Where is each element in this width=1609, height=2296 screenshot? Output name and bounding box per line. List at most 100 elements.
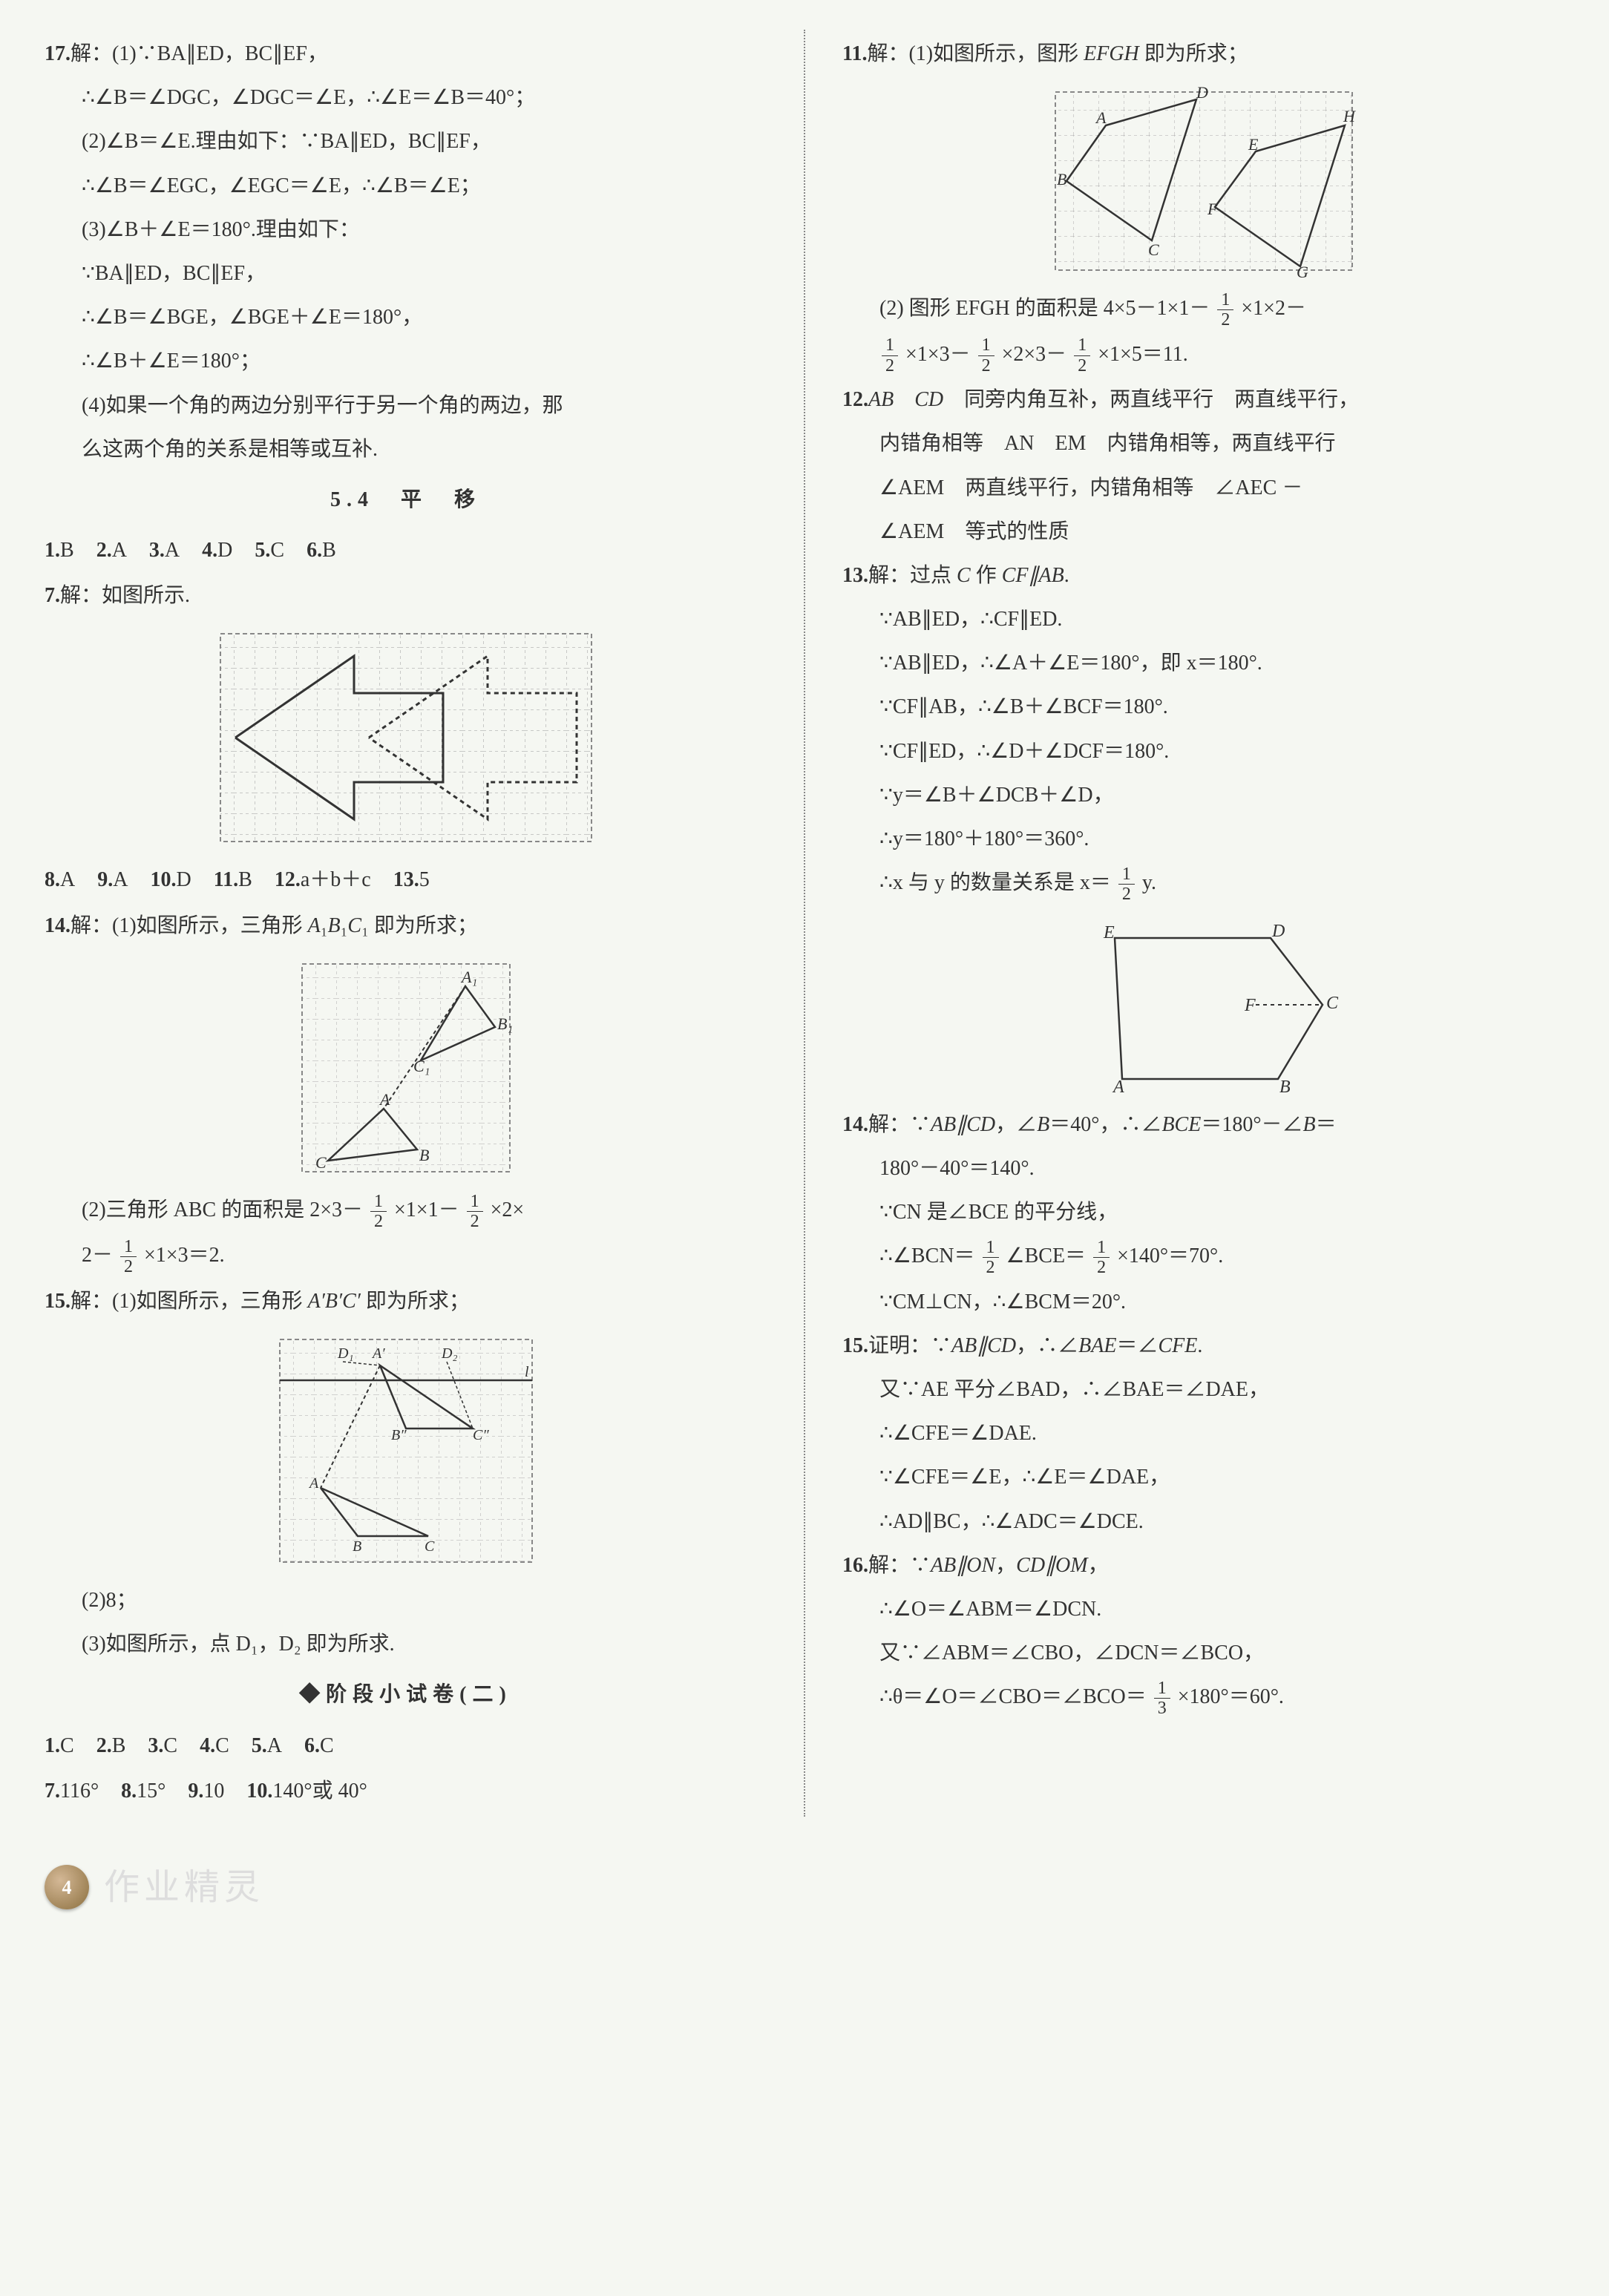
svg-text:H: H xyxy=(1343,107,1356,125)
answer-item: 1.B xyxy=(45,539,74,562)
q17-l9: (4)如果一个角的两边分别平行于另一个角的两边，那 xyxy=(45,386,767,425)
q15r-l5: ∴AD∥BC，∴∠ADC＝∠DCE. xyxy=(842,1502,1564,1541)
q17-l4: ∴∠B＝∠EGC，∠EGC＝∠E，∴∠B＝∠E； xyxy=(45,166,767,206)
answer-item: 11.B xyxy=(214,868,252,891)
figure-q15: D₁A′D₂l B″C″ ABC xyxy=(272,1332,540,1570)
q15r-l2: 又∵AE 平分∠BAD，∴∠BAE＝∠DAE， xyxy=(842,1370,1564,1409)
answer-item: 5.A xyxy=(252,1734,282,1757)
section-5-4: 5.4 平 移 xyxy=(45,480,767,519)
answer-row-2: 8.A 9.A 10.D 11.B 12.a＋b＋c 13.5 xyxy=(45,860,767,899)
q16-l2: ∴∠O＝∠ABM＝∠DCN. xyxy=(842,1590,1564,1629)
q13-l4: ∵CF∥AB，∴∠B＋∠BCF＝180°. xyxy=(842,687,1564,726)
page-number-badge: 4 xyxy=(45,1865,89,1909)
svg-text:B₁: B₁ xyxy=(497,1014,513,1033)
svg-text:E: E xyxy=(1103,923,1115,942)
q14r-l1: 14.解：∵AB∥CD，∠B＝40°，∴∠BCE＝180°－∠B＝ xyxy=(842,1105,1564,1144)
svg-text:C: C xyxy=(1148,240,1159,259)
answer-item: 9.A xyxy=(97,868,128,891)
answer-item: 10.D xyxy=(150,868,191,891)
q17-l5: (3)∠B＋∠E＝180°.理由如下： xyxy=(45,210,767,249)
q16-l3: 又∵∠ABM＝∠CBO，∠DCN＝∠BCO， xyxy=(842,1633,1564,1673)
q13-l3: ∵AB∥ED，∴∠A＋∠E＝180°，即 x＝180°. xyxy=(842,643,1564,683)
q12-l3: ∠AEM 两直线平行，内错角相等 ∠AEC － xyxy=(842,468,1564,508)
left-column: 17.解：(1)∵BA∥ED，BC∥EF， ∴∠B＝∠DGC，∠DGC＝∠E，∴… xyxy=(45,30,767,1817)
answer-item: 4.C xyxy=(200,1734,229,1757)
q13-l7: ∴y＝180°＋180°＝360°. xyxy=(842,819,1564,859)
q14r-l4: ∴∠BCN＝ 12 ∠BCE＝ 12 ×140°＝70°. xyxy=(842,1236,1564,1277)
svg-text:B: B xyxy=(1057,170,1066,188)
answer-item: 12.a＋b＋c xyxy=(275,868,371,891)
answer-item: 8.A xyxy=(45,868,75,891)
section-stage-2: ◆阶段小试卷(二) xyxy=(45,1675,767,1714)
svg-text:C: C xyxy=(315,1153,327,1172)
frac-third: 13 xyxy=(1154,1679,1170,1719)
q12-l4: ∠AEM 等式的性质 xyxy=(842,512,1564,551)
svg-text:C: C xyxy=(1326,994,1339,1013)
q17-l7: ∴∠B＝∠BGE，∠BGE＋∠E＝180°， xyxy=(45,298,767,337)
answer-item: 1.C xyxy=(45,1734,74,1757)
q15-l2: (2)8； xyxy=(45,1581,767,1620)
answer-item: 2.A xyxy=(96,539,127,562)
column-divider xyxy=(804,30,805,1817)
svg-text:C: C xyxy=(425,1538,435,1555)
answer-item: 6.C xyxy=(304,1734,334,1757)
q14-l1: 14.解：(1)如图所示，三角形 A₁B₁C₁ 即为所求； xyxy=(45,906,767,945)
svg-text:C″: C″ xyxy=(473,1427,489,1443)
answer-item: 2.B xyxy=(96,1734,126,1757)
answer-item: 6.B xyxy=(307,539,336,562)
q17-l3: (2)∠B＝∠E.理由如下：∵BA∥ED，BC∥EF， xyxy=(45,122,767,161)
answer-row-3: 1.C 2.B 3.C 4.C 5.A 6.C xyxy=(45,1726,767,1765)
answer-item: 3.A xyxy=(149,539,180,562)
answer-row-4: 7.116°8.15°9.1010.140°或 40° xyxy=(45,1771,767,1811)
q14-l3: 2－ 12 ×1×3＝2. xyxy=(45,1236,767,1276)
answer-item: 10.140°或 40° xyxy=(246,1780,367,1803)
svg-text:B: B xyxy=(1279,1078,1291,1094)
q14-l2: (2)三角形 ABC 的面积是 2×3－ 12 ×1×1－ 12 ×2× xyxy=(45,1190,767,1231)
q13-l5: ∵CF∥ED，∴∠D＋∠DCF＝180°. xyxy=(842,732,1564,771)
q15r-l3: ∴∠CFE＝∠DAE. xyxy=(842,1414,1564,1453)
q12-l2: 内错角相等 AN EM 内错角相等，两直线平行 xyxy=(842,424,1564,463)
frac-half: 12 xyxy=(370,1192,387,1232)
q13-l2: ∵AB∥ED，∴CF∥ED. xyxy=(842,600,1564,639)
answer-item: 13.5 xyxy=(393,868,430,891)
q11-l1: 11.11.解：(1)如图所示，图形 EFGH 即为所求；解：(1)如图所示，图… xyxy=(842,34,1564,73)
svg-text:l: l xyxy=(525,1364,529,1380)
q17-l2: ∴∠B＝∠DGC，∠DGC＝∠E，∴∠E＝∠B＝40°； xyxy=(45,78,767,117)
figure-q13-pentagon: ED CB AF xyxy=(1063,916,1345,1094)
svg-text:F: F xyxy=(1207,200,1218,218)
q15r-l1: 15.证明：∵AB∥CD，∴∠BAE＝∠CFE. xyxy=(842,1326,1564,1365)
figure-q11: AD CB EH GF xyxy=(1048,85,1360,278)
svg-text:A: A xyxy=(308,1475,319,1492)
answer-item: 9.10 xyxy=(188,1780,224,1803)
answer-row-1: 1.B 2.A 3.A 4.D 5.C 6.B xyxy=(45,531,767,570)
answer-item: 3.C xyxy=(148,1734,177,1757)
q15r-l4: ∵∠CFE＝∠E，∴∠E＝∠DAE， xyxy=(842,1457,1564,1497)
answer-item: 8.15° xyxy=(121,1780,166,1803)
q11-l2: (2) 图形 EFGH 的面积是 4×5－1×1－ 12 ×1×2－ xyxy=(842,289,1564,329)
answer-item: 4.D xyxy=(202,539,232,562)
svg-text:E: E xyxy=(1248,135,1259,154)
svg-text:B″: B″ xyxy=(391,1427,407,1443)
svg-text:B: B xyxy=(353,1538,361,1555)
q14r-l5: ∵CM⊥CN，∴∠BCM＝20°. xyxy=(842,1282,1564,1322)
q13-l6: ∵y＝∠B＋∠DCB＋∠D， xyxy=(842,775,1564,815)
svg-text:A₁: A₁ xyxy=(460,968,477,986)
figure-q14: A₁B₁C₁ ABC xyxy=(295,957,517,1179)
q17-l8: ∴∠B＋∠E＝180°； xyxy=(45,341,767,381)
q15-l1: 15.解：(1)如图所示，三角形 A′B′C′ 即为所求； xyxy=(45,1282,767,1321)
q17-l10: 么这两个角的关系是相等或互补. xyxy=(45,430,767,469)
answer-item: 5.C xyxy=(255,539,284,562)
q12-l1: 12.AB CD 同旁内角互补，两直线平行 两直线平行， xyxy=(842,380,1564,419)
svg-text:A: A xyxy=(379,1090,390,1109)
right-column: 11.11.解：(1)如图所示，图形 EFGH 即为所求；解：(1)如图所示，图… xyxy=(842,30,1564,1817)
q16-l1: 16.解：∵AB∥ON，CD∥OM， xyxy=(842,1546,1564,1585)
q14r-l3: ∵CN 是∠BCE 的平分线， xyxy=(842,1193,1564,1232)
q13-l8: ∴x 与 y 的数量关系是 x＝ 12 y. xyxy=(842,863,1564,904)
svg-text:A: A xyxy=(1112,1078,1124,1094)
q7: 7.7.解：如图所示.解：如图所示. xyxy=(45,576,767,615)
q16-l4: ∴θ＝∠O＝∠CBO＝∠BCO＝ 13 ×180°＝60°. xyxy=(842,1677,1564,1718)
q11-l3: 12 ×1×3－ 12 ×2×3－ 12 ×1×5＝11. xyxy=(842,335,1564,375)
svg-text:G: G xyxy=(1297,263,1308,278)
q14r-l2: 180°－40°＝140°. xyxy=(842,1149,1564,1188)
svg-text:A′: A′ xyxy=(371,1345,385,1362)
